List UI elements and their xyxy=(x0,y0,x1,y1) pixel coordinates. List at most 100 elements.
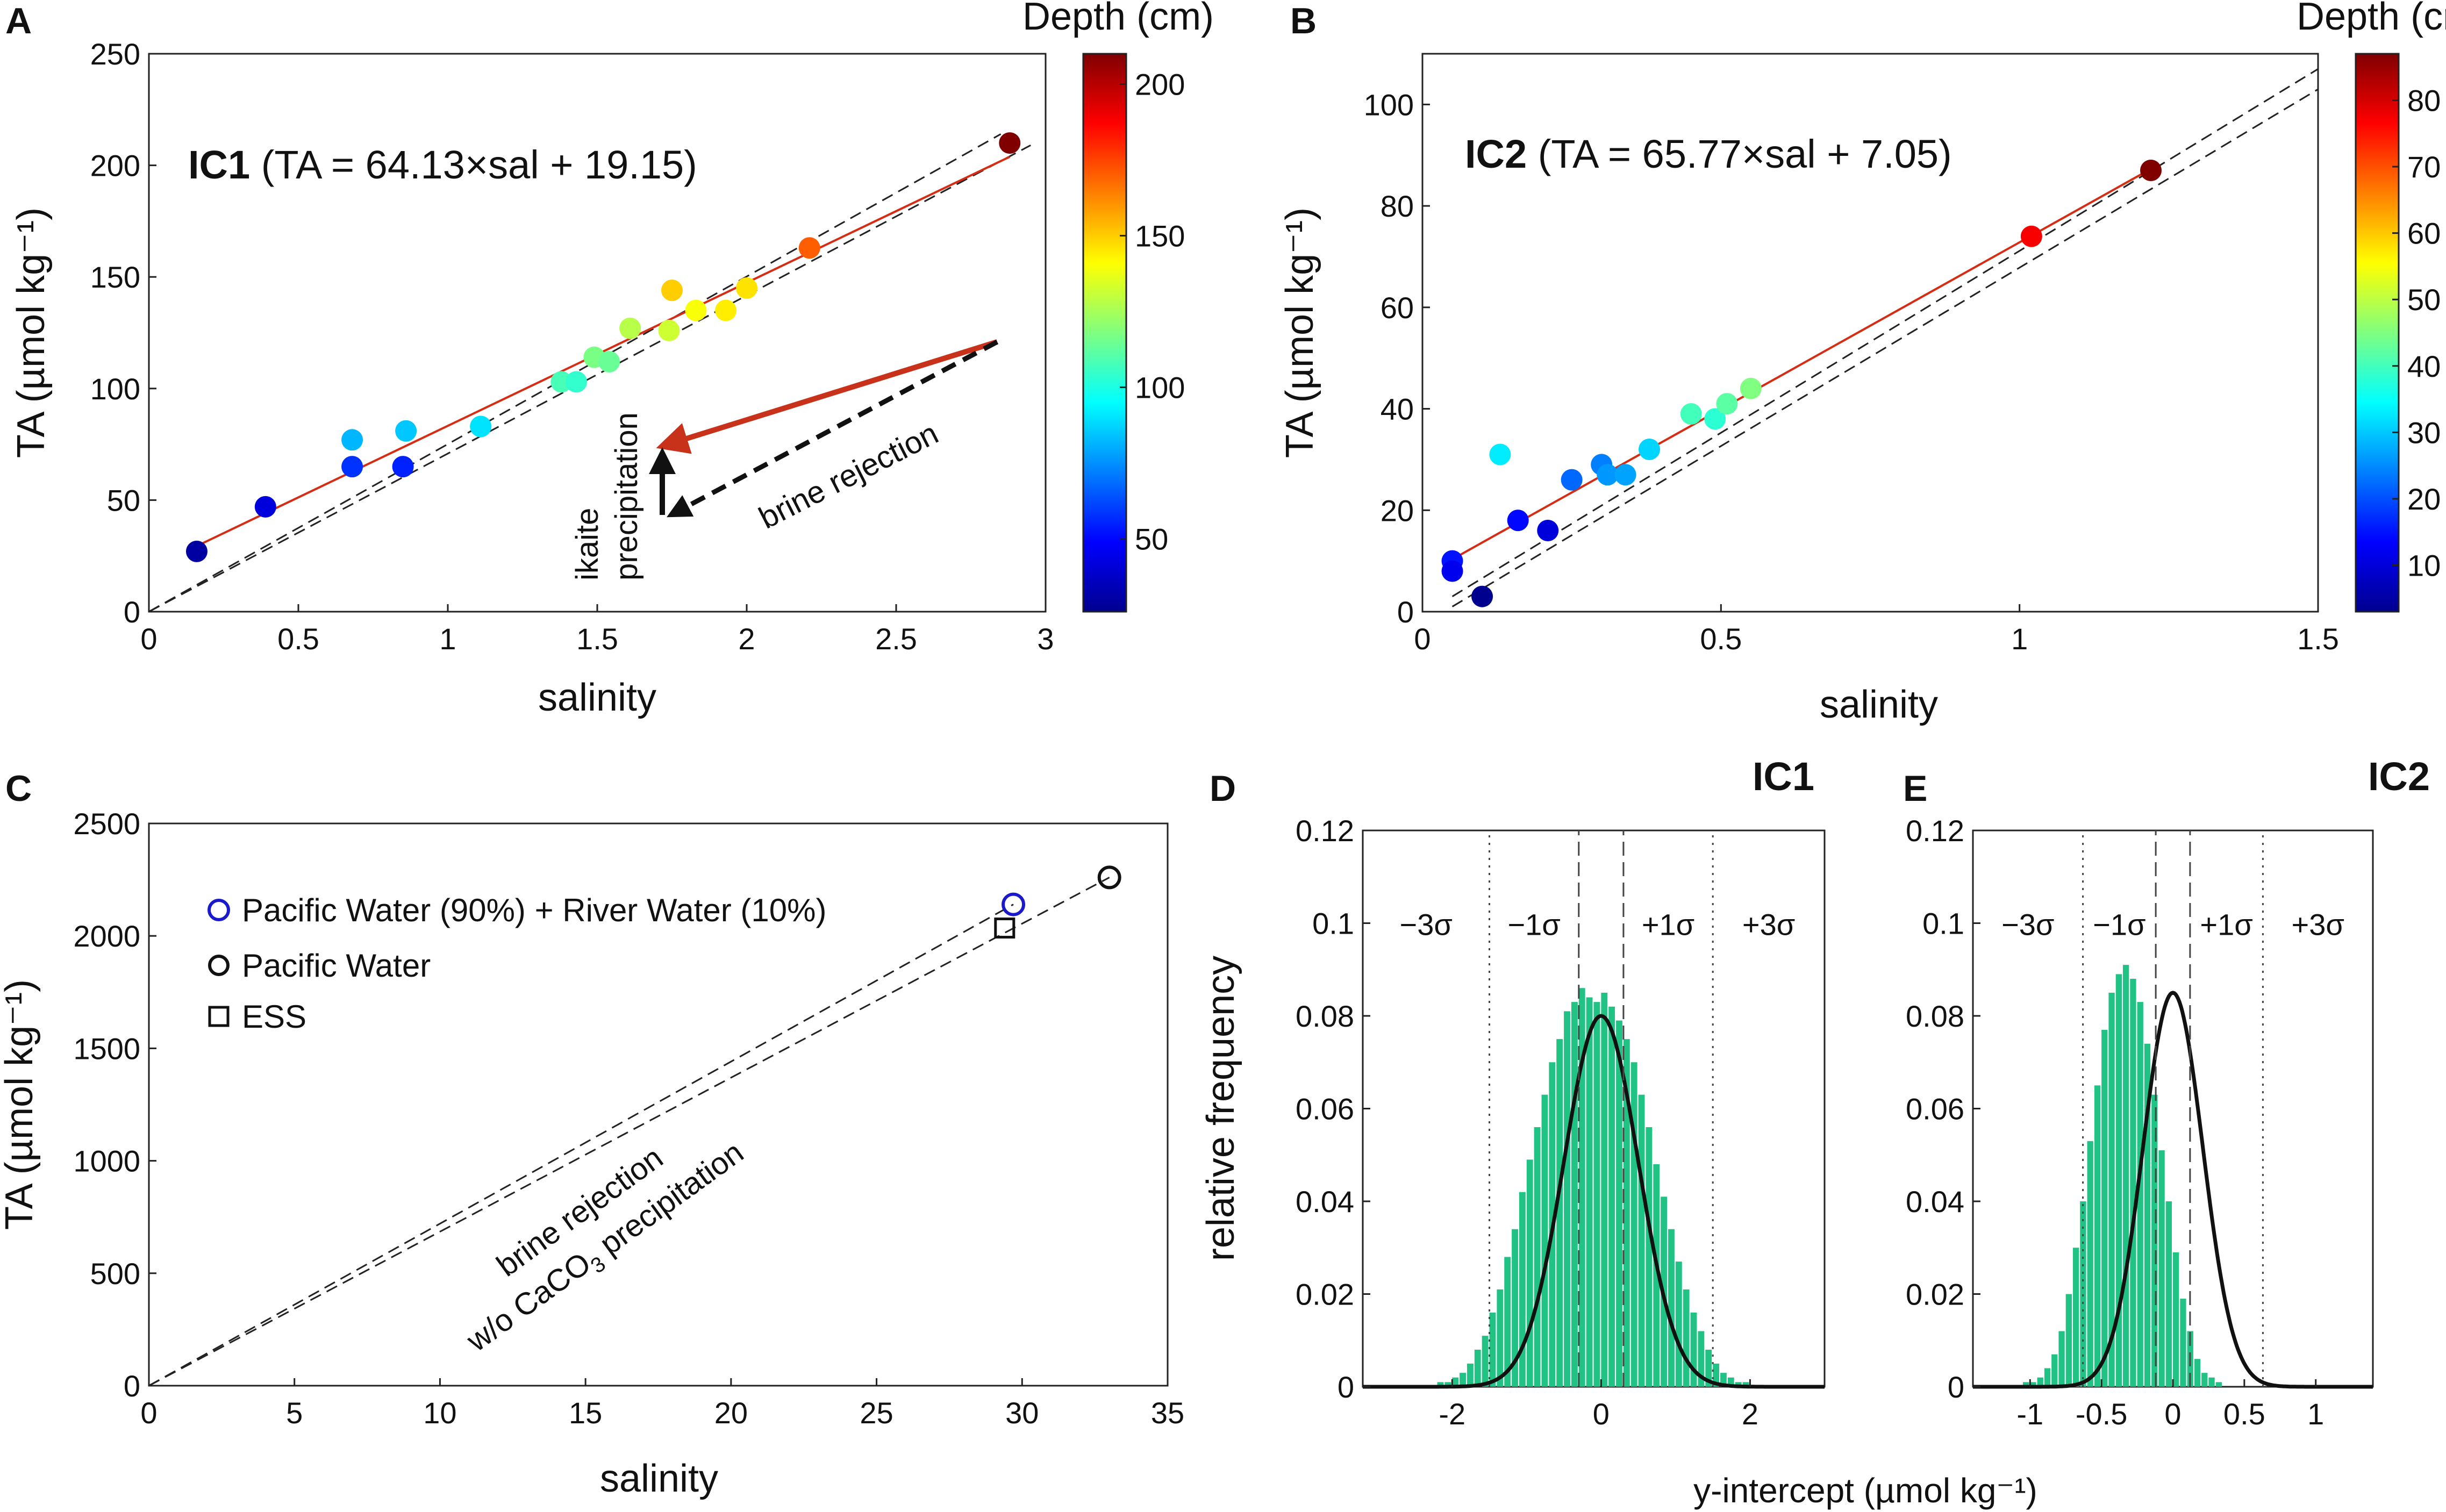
histogram-bar xyxy=(1504,1257,1511,1387)
histogram-bar xyxy=(2151,1094,2158,1387)
panel-b-ticks: 0 0.5 1 1.5 0 20 40 60 80 100 xyxy=(1364,88,2339,656)
xtick-label: 0 xyxy=(1593,1397,1610,1431)
histogram-bar xyxy=(1698,1331,1705,1387)
ytick-label: 0 xyxy=(1948,1370,1964,1404)
panel-b-xtick-label: 0 xyxy=(1414,622,1431,656)
ytick-label: 0.1 xyxy=(1922,907,1964,941)
ytick-label: 0.02 xyxy=(1296,1278,1354,1312)
legend-label-ess: ESS xyxy=(242,999,306,1035)
panel-letter-a: A xyxy=(5,1,32,41)
panel-c-lines xyxy=(148,877,1110,1387)
panel-b-xtick-label: 1.5 xyxy=(2297,622,2339,656)
panel-letter-e: E xyxy=(1903,768,1927,809)
histogram-bar xyxy=(1713,1363,1720,1387)
panel-e-sigma: −3σ −1σ +1σ +3σ xyxy=(2001,830,2344,1387)
histogram-bar xyxy=(1735,1382,1742,1387)
data-point xyxy=(2020,225,2042,247)
histogram-bar xyxy=(2173,1252,2179,1387)
data-point xyxy=(550,371,573,393)
panel-a-ikaite-label: ikaite xyxy=(570,508,605,581)
panel-c-xtick-label: 10 xyxy=(423,1396,456,1430)
panel-a-ytick-label: 200 xyxy=(90,149,140,183)
panel-b-xlabel: salinity xyxy=(1820,683,1938,726)
panel-a-equation-label: IC1 xyxy=(188,142,250,187)
data-point xyxy=(1716,393,1738,415)
xtick-label: -0.5 xyxy=(2076,1397,2128,1431)
panel-c-xtick-label: 30 xyxy=(1005,1396,1039,1430)
panel-d-title: IC1 xyxy=(1753,754,1814,799)
panel-b-ytick-label: 20 xyxy=(1381,493,1414,527)
histogram-bar xyxy=(1683,1289,1690,1387)
colorbar-tick-label: 150 xyxy=(1135,219,1185,253)
panel-c-legend: Pacific Water (90%) + River Water (10%) … xyxy=(208,892,826,1035)
histogram-bar xyxy=(1512,1229,1518,1387)
sigma-label: +1σ xyxy=(1642,908,1694,942)
histogram-bar xyxy=(1638,1094,1645,1387)
data-point xyxy=(798,237,820,259)
ytick-label: 0.08 xyxy=(1296,999,1354,1033)
panel-b-xtick-label: 0.5 xyxy=(1700,622,1742,656)
histogram-bar xyxy=(1630,1062,1637,1387)
histogram-bar xyxy=(1452,1377,1459,1387)
sigma-label: +1σ xyxy=(2200,908,2252,942)
histogram-bar xyxy=(2037,1377,2043,1387)
panel-a-precipitation-label: precipitation xyxy=(609,412,644,581)
ytick-label: 0.06 xyxy=(1906,1092,1964,1126)
panel-letter-b: B xyxy=(1290,1,1317,41)
panel-a-xtick-label: 1.5 xyxy=(576,622,618,656)
panel-d-histogram xyxy=(1437,988,1749,1387)
histogram-bar xyxy=(2080,1201,2086,1387)
panel-c-xlabel: salinity xyxy=(600,1457,718,1500)
panel-b-colorbar-ticks: 10 20 30 40 50 60 70 80 xyxy=(2392,84,2441,583)
histogram-bar xyxy=(1690,1313,1697,1387)
histogram-bar xyxy=(1474,1350,1481,1387)
histogram-bar xyxy=(1705,1350,1712,1387)
histogram-bar xyxy=(1653,1164,1660,1387)
panel-a-colorbar xyxy=(1082,53,1127,613)
ytick-label: 0.08 xyxy=(1906,999,1964,1033)
ess-point xyxy=(994,918,1015,939)
histogram-bar xyxy=(2165,1201,2172,1387)
panel-d-ylabel: relative frequency xyxy=(1199,956,1242,1261)
histogram-bar xyxy=(1482,1336,1489,1387)
histogram-bar xyxy=(2023,1382,2029,1387)
histogram-bar xyxy=(2030,1382,2036,1387)
data-point xyxy=(2140,160,2162,182)
histogram-bar xyxy=(1526,1159,1533,1387)
panel-c-xtick-label: 35 xyxy=(1151,1396,1184,1430)
panel-e-ticks: -1 -0.5 0 0.5 1 0 0.02 0.04 0.06 0.08 0.1 0.12 xyxy=(1906,814,2324,1431)
xtick-label: -1 xyxy=(2016,1397,2043,1431)
colorbar-tick-label: 20 xyxy=(2407,482,2441,516)
xtick-label: -2 xyxy=(1439,1397,1465,1431)
panel-b-equation-text: (TA = 65.77×sal + 7.05) xyxy=(1527,132,1952,176)
histogram-bar xyxy=(2123,965,2129,1387)
dilution-line xyxy=(148,133,1002,613)
data-point xyxy=(1680,403,1702,425)
panel-d-ticks: -2 0 2 0 0.02 0.04 0.06 0.08 0.1 0.12 xyxy=(1296,814,1758,1431)
shared-xlabel-de: y-intercept (µmol kg⁻¹) xyxy=(1693,1471,2037,1510)
ytick-label: 0.04 xyxy=(1906,1185,1964,1219)
data-point xyxy=(395,420,417,442)
dilution-line xyxy=(148,904,1014,1387)
histogram-bar xyxy=(1586,997,1593,1387)
xtick-label: 2 xyxy=(1742,1397,1758,1431)
histogram-bar xyxy=(1460,1373,1466,1387)
legend-marker-ess xyxy=(208,1006,230,1027)
histogram-bar xyxy=(2137,1002,2143,1387)
histogram-bar xyxy=(2194,1359,2201,1387)
ytick-label: 0.12 xyxy=(1906,814,1964,848)
panel-a-brine-label: brine rejection xyxy=(753,415,943,535)
colorbar-tick-label: 70 xyxy=(2407,150,2441,184)
panel-d-sigma: −3σ −1σ +1σ +3σ xyxy=(1400,830,1795,1387)
dilution-line xyxy=(1451,68,2319,597)
panel-e-title: IC2 xyxy=(2368,754,2430,799)
panel-a-ytick-label: 100 xyxy=(90,372,140,406)
sigma-label: −1σ xyxy=(1507,908,1560,942)
normal-fit-curve xyxy=(1363,1014,1825,1389)
panel-e-histogram xyxy=(2023,965,2222,1387)
panel-c-points xyxy=(994,865,1121,939)
colorbar-tick-label: 100 xyxy=(1135,371,1185,405)
histogram-bar xyxy=(1608,1006,1615,1387)
data-point xyxy=(341,456,363,478)
histogram-bar xyxy=(2058,1331,2065,1387)
